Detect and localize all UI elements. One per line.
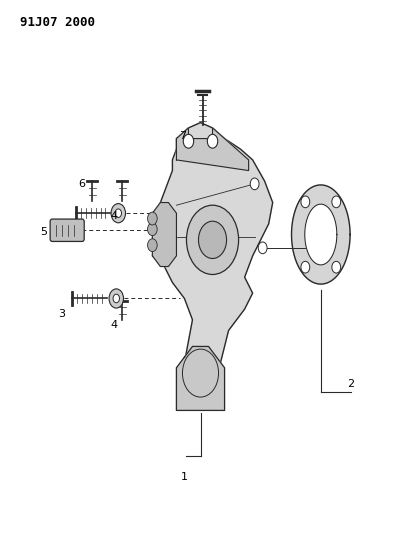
Polygon shape xyxy=(152,123,273,405)
Polygon shape xyxy=(176,128,249,171)
Text: 91J07 2000: 91J07 2000 xyxy=(20,16,95,29)
Circle shape xyxy=(111,204,126,223)
Circle shape xyxy=(332,261,341,273)
Circle shape xyxy=(115,209,122,217)
Polygon shape xyxy=(176,346,225,410)
Circle shape xyxy=(183,134,194,148)
Circle shape xyxy=(301,196,310,208)
Circle shape xyxy=(113,294,119,303)
Circle shape xyxy=(148,212,157,225)
Text: 5: 5 xyxy=(41,227,48,237)
Polygon shape xyxy=(292,185,350,284)
Text: 1: 1 xyxy=(181,472,188,482)
Text: 2: 2 xyxy=(347,379,354,389)
Circle shape xyxy=(301,261,310,273)
Text: 4: 4 xyxy=(111,320,118,330)
Circle shape xyxy=(148,239,157,252)
Circle shape xyxy=(186,205,239,274)
Text: 6: 6 xyxy=(79,179,86,189)
Circle shape xyxy=(332,196,341,208)
Circle shape xyxy=(148,223,157,236)
Polygon shape xyxy=(305,204,337,265)
Polygon shape xyxy=(152,203,176,266)
Circle shape xyxy=(109,289,124,308)
Circle shape xyxy=(198,221,227,259)
Text: 4: 4 xyxy=(111,211,118,221)
Circle shape xyxy=(250,178,259,190)
Text: 3: 3 xyxy=(59,310,66,319)
FancyBboxPatch shape xyxy=(50,219,84,241)
Circle shape xyxy=(258,242,267,254)
Circle shape xyxy=(207,134,218,148)
Text: 7: 7 xyxy=(179,131,186,141)
